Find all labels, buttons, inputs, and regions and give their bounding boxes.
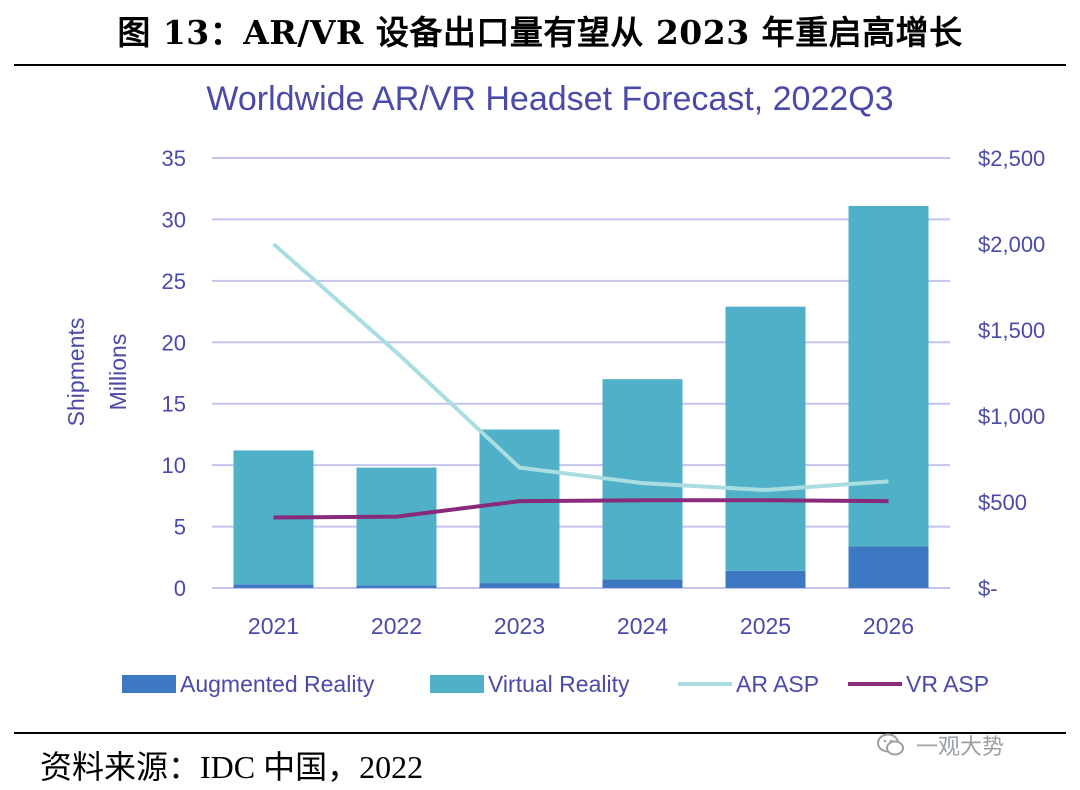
legend-label: AR ASP [736,671,819,697]
y-tick-label: 10 [162,453,186,478]
bar-virtual-reality [725,306,806,571]
bar-virtual-reality [848,205,929,547]
y2-tick-label: $1,000 [978,404,1045,429]
x-tick-label: 2021 [248,613,299,639]
bar-augmented-reality [725,570,806,588]
x-tick-label: 2025 [740,613,791,639]
y-tick-label: 20 [162,330,186,355]
y2-tick-label: $2,000 [978,232,1045,257]
y-axis-title: Shipments Millions [63,318,131,427]
bar-augmented-reality [602,579,683,588]
watermark-text: 一观大势 [916,735,1005,760]
y2-tick-label: $500 [978,490,1027,515]
watermark: 一观大势 [876,728,1004,762]
top-rule [14,64,1066,66]
wechat-icon [877,733,904,756]
chart-title: Worldwide AR/VR Headset Forecast, 2022Q3 [206,80,893,118]
y2-tick-label: $- [978,576,998,601]
x-tick-label: 2022 [371,613,422,639]
x-tick-label: 2024 [617,613,668,639]
source-note: 资料来源：IDC 中国，2022 [40,749,424,785]
y-tick-label: 15 [162,392,186,417]
legend-ar-asp: AR ASP [678,671,819,697]
bar-augmented-reality [848,546,929,588]
y-tick-label: 30 [162,207,186,232]
legend: Augmented Reality Virtual Reality AR ASP VR… [122,671,989,697]
forecast-chart: Worldwide AR/VR Headset Forecast, 2022Q3… [63,80,1046,697]
y-axis-unit: Millions [105,334,131,411]
x-tick-label: 2026 [863,613,914,639]
y-tick-label: 25 [162,269,186,294]
y-axis-label: Shipments [63,318,89,427]
figure-title: 图 13：AR/VR 设备出口量有望从 2023 年重启高增长 [117,13,963,52]
asp-lines [272,242,889,520]
legend-vr-asp: VR ASP [848,671,989,697]
axes: 05101520253035$-$500$1,000$1,500$2,000$2… [162,146,1046,639]
legend-label: Augmented Reality [180,671,375,697]
y-tick-label: 5 [174,515,186,540]
legend-label: VR ASP [906,671,989,697]
y2-tick-label: $2,500 [978,146,1045,171]
y-tick-label: 0 [174,576,186,601]
y-tick-label: 35 [162,146,186,171]
line-vr-asp [273,498,889,520]
legend-virtual-reality: Virtual Reality [430,671,630,697]
gridlines [212,157,950,589]
bottom-rule [14,732,1066,734]
y2-tick-label: $1,500 [978,318,1045,343]
bar-augmented-reality [356,585,437,588]
bar-augmented-reality [233,584,314,588]
x-tick-label: 2023 [494,613,545,639]
legend-label: Virtual Reality [488,671,630,697]
line-ar-asp [272,242,889,492]
legend-swatch [122,675,176,693]
bar-augmented-reality [479,583,560,588]
legend-swatch [430,675,484,693]
bar-virtual-reality [356,467,437,586]
legend-augmented-reality: Augmented Reality [122,671,375,697]
bars [233,205,929,588]
